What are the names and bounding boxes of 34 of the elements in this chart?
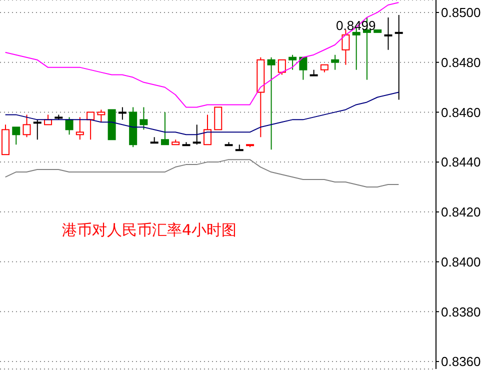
candlestick [118, 106, 126, 120]
candlestick [278, 59, 286, 76]
candlestick [192, 124, 201, 146]
candlestick [76, 116, 84, 140]
candlestick [384, 16, 392, 50]
candlestick [235, 144, 244, 152]
candlestick [12, 126, 20, 146]
candlestick [331, 54, 340, 70]
y-tick-label: 0.8380 [441, 304, 481, 320]
candlestick [394, 14, 403, 100]
candlestick [299, 56, 308, 80]
y-tick-label: 0.8500 [441, 5, 481, 20]
y-tick-label: 0.8420 [441, 204, 481, 220]
candlestick [33, 119, 42, 140]
candlestick [140, 106, 148, 130]
candlestick [160, 112, 169, 146]
candlestick [150, 136, 158, 144]
candlestick [22, 114, 31, 138]
candlestick [97, 109, 106, 123]
candlestick [267, 56, 276, 150]
candlestick [65, 116, 74, 136]
text: 港币对人民币汇率4小时图 [62, 221, 237, 240]
candlestick [310, 69, 318, 76]
candlestick [86, 112, 95, 140]
candlestick [214, 106, 222, 130]
candlestick [204, 114, 212, 146]
line-series [4, 2, 400, 108]
candlestick [342, 29, 350, 66]
candlestick [288, 54, 297, 70]
y-tick-label: 0.8440 [441, 154, 481, 170]
y-tick-label: 0.8400 [441, 254, 481, 270]
y-tick-label: 0.8360 [441, 354, 481, 370]
y-tick-label: 0.8480 [441, 54, 481, 70]
y-tick-label: 0.8460 [441, 104, 481, 120]
